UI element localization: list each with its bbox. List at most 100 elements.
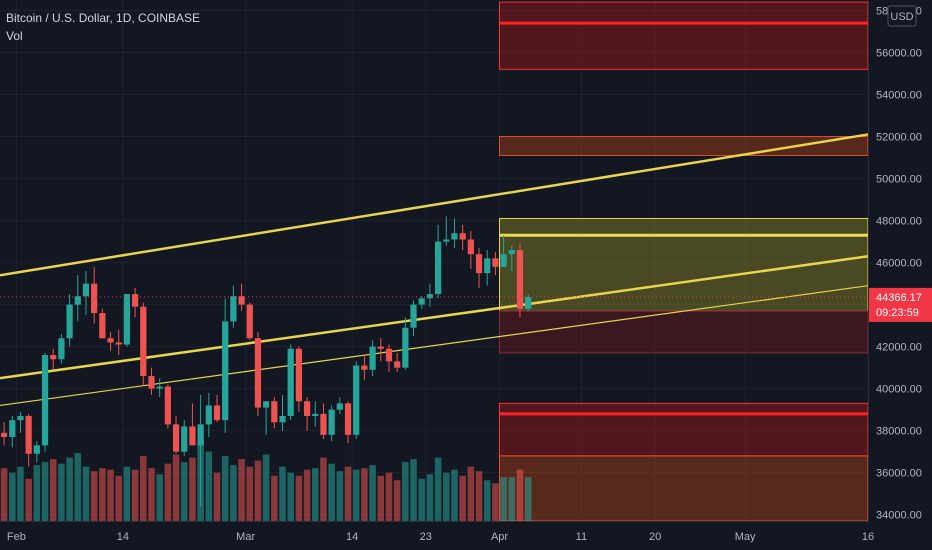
volume-bar bbox=[115, 475, 123, 521]
volume-bar bbox=[238, 459, 245, 521]
volume-bar bbox=[443, 472, 450, 521]
volume-bar bbox=[74, 453, 82, 521]
volume-bar bbox=[418, 478, 425, 521]
volume-bar bbox=[336, 471, 344, 521]
candle-body bbox=[238, 296, 245, 305]
time-axis[interactable]: Feb 14 Mar 14 23 Apr 11 20 May 16 bbox=[0, 521, 932, 550]
candle-body bbox=[140, 306, 147, 377]
volume-bar bbox=[82, 466, 90, 521]
symbol-title[interactable]: Bitcoin / U.S. Dollar, 1D, COINBASE bbox=[6, 11, 201, 25]
candle-body bbox=[164, 386, 171, 425]
volume-bars bbox=[0, 441, 532, 521]
price-tick-label: 52000.00 bbox=[876, 132, 922, 144]
volume-bar bbox=[107, 469, 114, 521]
volume-bar bbox=[508, 477, 516, 521]
candle-body bbox=[222, 321, 229, 421]
price-axis[interactable]: 34000.00 36000.00 38000.00 40000.00 42000.00… bbox=[868, 0, 932, 550]
time-tick-label: 14 bbox=[117, 531, 129, 543]
volume-bar bbox=[402, 462, 409, 521]
candle-body bbox=[467, 239, 474, 255]
price-tick-label: 54000.00 bbox=[876, 90, 922, 102]
volume-bar bbox=[279, 466, 286, 521]
candle-body bbox=[369, 346, 376, 370]
candle-body bbox=[91, 283, 98, 314]
bar-countdown: 09:23:59 bbox=[876, 307, 919, 319]
volume-bar bbox=[0, 468, 8, 521]
currency-badge bbox=[887, 5, 917, 27]
candle-body bbox=[377, 346, 384, 349]
volume-bar bbox=[99, 468, 106, 521]
volume-bar bbox=[475, 471, 483, 521]
candle-body bbox=[418, 298, 425, 305]
candle-body bbox=[230, 296, 237, 322]
volume-bar bbox=[230, 465, 237, 521]
price-zones bbox=[499, 1, 869, 522]
trendline bbox=[0, 133, 869, 277]
candle-body bbox=[459, 233, 466, 240]
volume-bar bbox=[434, 457, 442, 521]
volume-bar bbox=[246, 466, 254, 521]
candle-body bbox=[99, 313, 106, 339]
candle-body bbox=[394, 361, 401, 368]
volume-bar bbox=[66, 457, 73, 521]
volume-bar bbox=[49, 459, 57, 521]
candle-body bbox=[525, 296, 532, 309]
chart-legend: Bitcoin / U.S. Dollar, 1D, COINBASE Vol bbox=[6, 9, 200, 45]
candle-body bbox=[213, 405, 221, 421]
candle-body bbox=[328, 409, 335, 435]
volume-bar bbox=[131, 469, 139, 521]
candle-body bbox=[402, 327, 409, 368]
volume-bar bbox=[492, 483, 499, 521]
volume-bar bbox=[148, 468, 155, 521]
price-tick-label: 38000.00 bbox=[876, 426, 922, 438]
volume-bar bbox=[524, 477, 532, 521]
currency-badge-label: USD bbox=[890, 11, 913, 23]
volume-bar bbox=[426, 474, 434, 521]
candle-body bbox=[361, 365, 368, 370]
volume-bar bbox=[303, 469, 311, 521]
volume-bar bbox=[516, 469, 524, 521]
zone-dark-red bbox=[499, 310, 869, 354]
candle-body bbox=[475, 254, 483, 274]
candle-body bbox=[500, 254, 507, 267]
candle-body bbox=[9, 420, 16, 437]
price-tick-label: 42000.00 bbox=[876, 342, 922, 354]
volume-bar bbox=[41, 462, 49, 521]
time-tick-label: 23 bbox=[420, 531, 432, 543]
candle-body bbox=[205, 405, 212, 425]
candle-body bbox=[74, 296, 81, 305]
volume-legend[interactable]: Vol bbox=[6, 29, 23, 43]
candle-body bbox=[181, 426, 188, 452]
volume-bar bbox=[140, 456, 147, 521]
time-axis-panel bbox=[0, 521, 932, 550]
volume-bar bbox=[451, 469, 458, 521]
price-tick-label: 40000.00 bbox=[876, 384, 922, 396]
candle-body bbox=[287, 348, 294, 416]
time-tick-label: Apr bbox=[491, 531, 508, 543]
time-tick-label: 14 bbox=[346, 531, 358, 543]
volume-bar bbox=[189, 457, 196, 521]
volume-bar bbox=[213, 472, 221, 521]
candle-body bbox=[344, 403, 352, 435]
volume-bar bbox=[271, 475, 278, 521]
volume-bar bbox=[164, 463, 172, 521]
volume-bar bbox=[328, 463, 335, 521]
candle-body bbox=[197, 424, 204, 446]
candle-body bbox=[271, 401, 278, 423]
volume-bar bbox=[352, 469, 360, 521]
candle-body bbox=[107, 338, 114, 343]
volume-bar bbox=[205, 451, 213, 521]
volume-bar bbox=[344, 466, 352, 521]
trendline bbox=[0, 285, 869, 407]
price-axis-panel bbox=[868, 0, 932, 550]
volume-bar bbox=[320, 457, 327, 521]
volume-bar bbox=[33, 465, 41, 521]
candle-body bbox=[508, 249, 515, 255]
time-tick-label: 11 bbox=[576, 531, 587, 543]
price-tick-label: 36000.00 bbox=[876, 468, 922, 480]
candle-body bbox=[115, 342, 122, 345]
candle-body bbox=[132, 294, 139, 307]
candle-body bbox=[17, 415, 24, 421]
volume-bar bbox=[311, 468, 319, 521]
